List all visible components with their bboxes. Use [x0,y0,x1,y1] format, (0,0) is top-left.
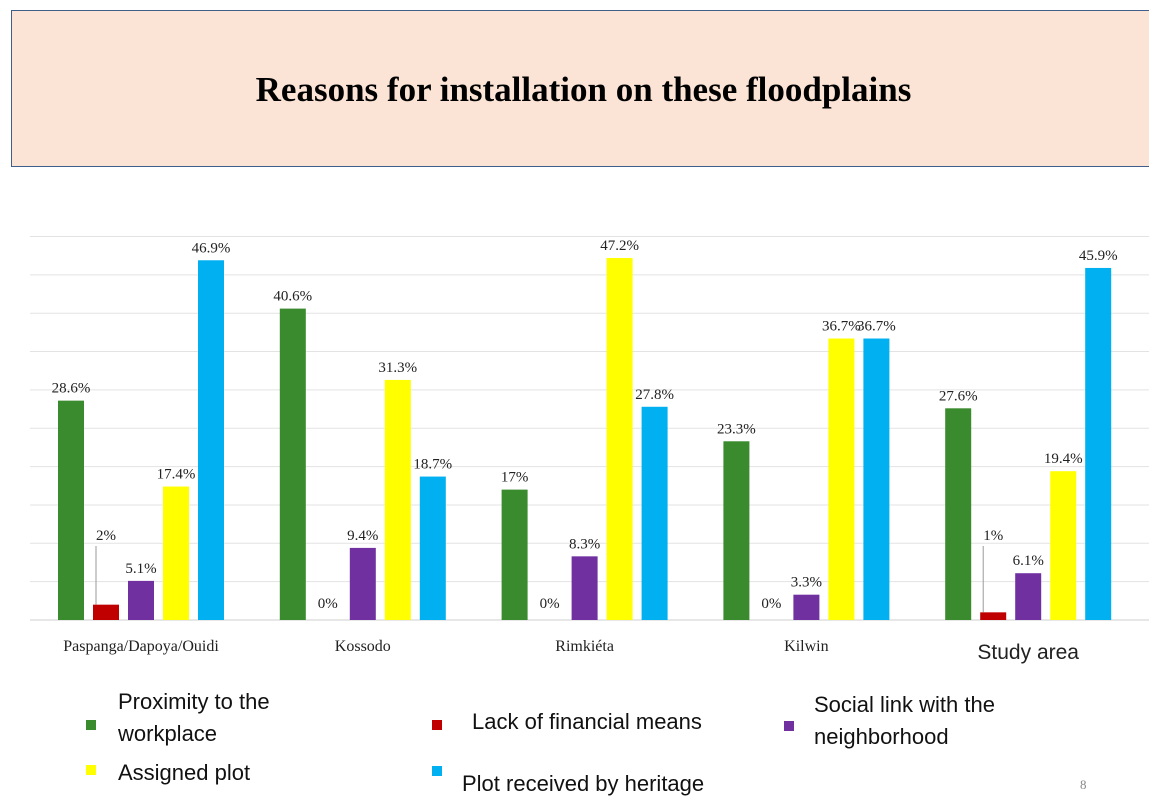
bar [163,486,189,620]
legend-label-assigned: Assigned plot [118,760,251,785]
data-label: 31.3% [378,360,417,376]
legend-item-heritage: Plot received by heritage [432,766,704,800]
slide-title: Reasons for installation on these floodp… [255,69,912,109]
data-label: 36.7% [822,319,861,335]
data-label: 27.8% [635,387,674,403]
bar [980,612,1007,620]
data-label: 36.7% [857,319,896,335]
data-label: 5.1% [125,561,156,577]
data-label: 0% [318,596,338,612]
legend-label-financial: Lack of financial means [472,709,702,734]
legend-swatch-proximity [86,720,96,730]
bar [723,441,750,620]
data-label: 3.3% [791,575,822,591]
bar [1015,573,1042,620]
category-label: Study area [977,641,1079,664]
bar [863,338,890,620]
bar [501,489,528,620]
data-label: 47.2% [600,238,639,254]
title-banner: Reasons for installation on these floodp… [11,10,1149,167]
data-label: 1% [983,528,1003,544]
bar [945,408,972,620]
bar [419,476,446,620]
data-label: 2% [96,528,116,544]
legend-swatch-assigned [86,765,96,775]
category-label: Kilwin [784,638,828,655]
legend-item-proximity: Proximity to the workplace [86,686,328,750]
bar [1085,267,1112,620]
bar [384,379,411,620]
bar [128,580,154,620]
bar [793,594,820,620]
bar [58,400,84,620]
data-label: 6.1% [1013,553,1044,569]
data-label: 17% [501,470,529,486]
legend-label-heritage: Plot received by heritage [462,771,705,796]
legend-label-social: Social link with the neighborhood [814,692,995,749]
data-label: 45.9% [1079,248,1118,264]
data-label: 40.6% [273,289,312,305]
data-label: 28.6% [52,381,91,397]
data-label: 18.7% [413,457,452,473]
bar [1050,471,1077,620]
data-label: 0% [761,596,781,612]
legend-item-financial: Lack of financial means [432,706,702,738]
bar [641,406,668,620]
bar [279,308,306,620]
bar [571,556,598,620]
category-label: Paspanga/Dapoya/Ouidi [63,638,219,655]
bar [606,257,633,620]
page-number: 8 [1080,777,1087,792]
data-label: 27.6% [939,388,978,404]
legend-label-proximity: Proximity to the workplace [118,689,270,746]
legend-swatch-financial [432,720,442,730]
bar [828,338,855,620]
data-label: 46.9% [192,240,231,256]
data-label: 17.4% [157,467,196,483]
data-label: 9.4% [347,528,378,544]
category-label: Rimkiéta [555,638,614,655]
bar [349,547,376,620]
data-label: 23.3% [717,421,756,437]
data-label: 19.4% [1044,451,1083,467]
legend-item-assigned: Assigned plot [86,757,250,789]
bar [93,604,119,620]
category-label: Kossodo [335,638,391,655]
legend-item-social: Social link with the neighborhood [784,689,1054,753]
data-label: 0% [540,596,560,612]
data-label: 8.3% [569,536,600,552]
legend-swatch-social [784,721,794,731]
bar [198,260,224,620]
legend-swatch-heritage [432,766,442,776]
